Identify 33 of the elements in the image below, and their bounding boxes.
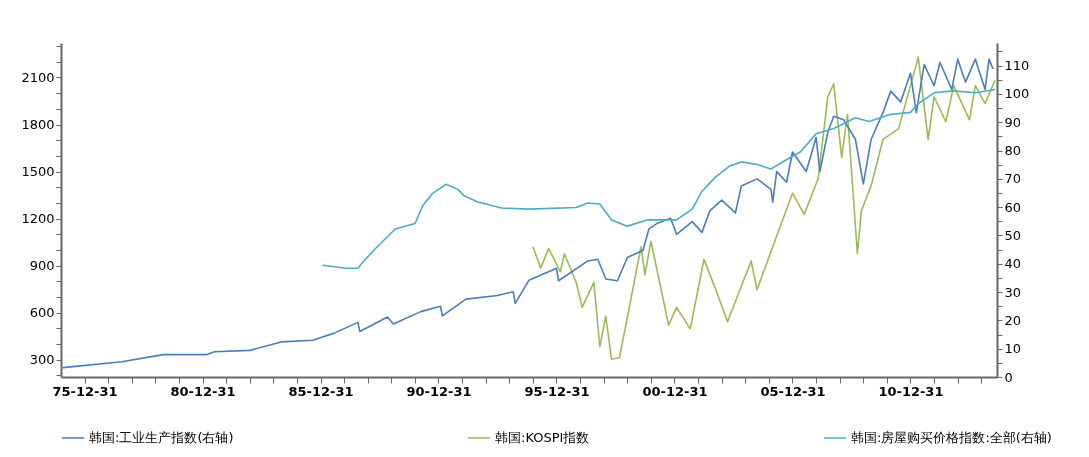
line-series xyxy=(532,56,996,361)
y2-tick-label: 80 xyxy=(1004,143,1022,159)
legend-label: 韩国:KOSPI指数 xyxy=(495,430,590,445)
legend-label: 韩国:工业生产指数(右轴) xyxy=(89,430,234,445)
x-tick-label: 05-12-31 xyxy=(760,383,826,399)
x-tick-label: 85-12-31 xyxy=(288,383,354,399)
y-tick-label: 600 xyxy=(29,305,55,321)
legend-label: 韩国:房屋购买价格指数:全部(右轴) xyxy=(851,430,1052,445)
y-tick-label: 300 xyxy=(29,352,55,368)
x-tick-label: 95-12-31 xyxy=(524,383,590,399)
y2-tick-label: 50 xyxy=(1004,227,1022,243)
y-tick-label: 1800 xyxy=(21,117,55,133)
y2-tick-label: 100 xyxy=(1004,86,1030,102)
y-tick-label: 1200 xyxy=(21,211,55,227)
y2-tick-label: 0 xyxy=(1004,369,1013,385)
y2-tick-label: 40 xyxy=(1004,256,1022,272)
y2-tick-label: 60 xyxy=(1004,199,1022,215)
y2-tick-label: 10 xyxy=(1004,341,1022,357)
y2-tick-label: 20 xyxy=(1004,312,1022,328)
line-series xyxy=(62,58,994,369)
y-tick-label: 1500 xyxy=(21,164,55,180)
y2-tick-label: 70 xyxy=(1004,171,1022,187)
x-tick-label: 75-12-31 xyxy=(52,383,118,399)
y-tick-label: 900 xyxy=(29,258,55,274)
x-tick-label: 90-12-31 xyxy=(406,383,472,399)
x-tick-label: 80-12-31 xyxy=(170,383,236,399)
y2-tick-label: 110 xyxy=(1004,58,1030,74)
x-tick-label: 00-12-31 xyxy=(642,383,708,399)
line-series xyxy=(321,88,996,270)
y2-tick-label: 30 xyxy=(1004,284,1022,300)
x-tick-label: 10-12-31 xyxy=(878,383,944,399)
y2-tick-label: 90 xyxy=(1004,114,1022,130)
y-tick-label: 2100 xyxy=(21,70,55,85)
